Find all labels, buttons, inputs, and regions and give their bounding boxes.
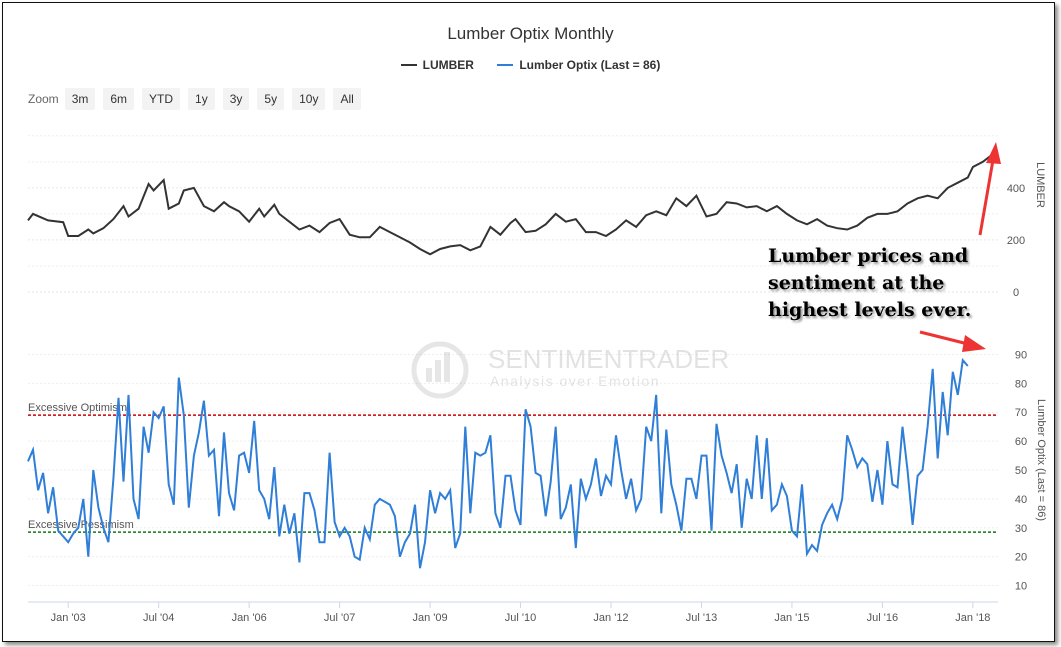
- optix-ytick-label: 60: [1015, 436, 1027, 448]
- annotation-arrows: [919, 142, 1001, 352]
- optix-ytick-label: 70: [1015, 407, 1027, 419]
- x-tick-label: Jul '16: [867, 612, 898, 624]
- annotation-line-3: highest levels ever.: [768, 299, 972, 321]
- optix-axis-title: Lumber Optix (Last = 86): [1035, 399, 1047, 521]
- optix-ytick-label: 80: [1015, 378, 1027, 390]
- annotation-line-1: Lumber prices and: [768, 245, 969, 267]
- optix-ytick-label: 20: [1015, 552, 1027, 564]
- gridlines: [28, 135, 998, 587]
- watermark-tagline: Analysis over Emotion: [490, 373, 660, 389]
- optix-ytick-label: 50: [1015, 465, 1027, 477]
- lumber-ytick-label: 400: [1007, 183, 1025, 195]
- watermark: SENTIMENTRADER Analysis over Emotion: [411, 341, 729, 399]
- zoom-button-all[interactable]: All: [333, 88, 361, 110]
- legend-swatch-lumber: [400, 64, 417, 66]
- zoom-button-6m[interactable]: 6m: [103, 88, 135, 110]
- zoom-button-ytd[interactable]: YTD: [142, 88, 181, 110]
- zoom-button-1y[interactable]: 1y: [188, 88, 215, 110]
- x-tick-label: Jul '10: [505, 612, 536, 624]
- x-tick-label: Jan '06: [232, 612, 267, 624]
- arrow-right-icon: [962, 335, 986, 352]
- arrow-up-icon: [986, 142, 1001, 164]
- legend-item-lumber[interactable]: LUMBER: [400, 58, 474, 72]
- watermark-name: SENTIMENTRADER: [488, 344, 729, 374]
- series-line-optix: [27, 357, 969, 569]
- x-tick-label: Jan '18: [955, 612, 990, 624]
- optimism-label: Excessive Optimism: [28, 402, 127, 414]
- zoom-button-3m[interactable]: 3m: [64, 88, 96, 110]
- annotation: Lumber prices and sentiment at the highe…: [768, 243, 971, 324]
- x-tick-label: Jul '07: [324, 612, 355, 624]
- watermark-logo-icon: [411, 341, 469, 399]
- x-tick-label: Jan '03: [51, 612, 86, 624]
- x-tick-label: Jan '09: [413, 612, 448, 624]
- axes: 0 200 400 10 20 30 40 50 60 70 80 90 Jan '03 Jul '04 J…: [28, 183, 1027, 624]
- x-tick-label: Jan '15: [774, 612, 809, 624]
- optix-ytick-label: 40: [1015, 494, 1027, 506]
- optix-ytick-label: 10: [1015, 581, 1027, 593]
- legend: LUMBER Lumber Optix (Last = 86): [0, 55, 1061, 72]
- lumber-ytick-label: 0: [1013, 287, 1019, 299]
- x-tick-label: Jul '04: [143, 612, 174, 624]
- legend-label-optix: Lumber Optix (Last = 86): [519, 58, 661, 72]
- zoom-button-3y[interactable]: 3y: [222, 88, 250, 110]
- optix-ytick-label: 90: [1015, 349, 1027, 361]
- annotation-line-2: sentiment at the: [768, 272, 945, 294]
- legend-item-optix[interactable]: Lumber Optix (Last = 86): [497, 58, 660, 72]
- zoom-label: Zoom: [28, 92, 59, 106]
- series-line-lumber: [27, 151, 999, 256]
- pessimism-label: Excessive Pessimism: [28, 519, 134, 531]
- sentiment-bands: Excessive Optimism Excessive Pessimism: [28, 402, 998, 533]
- chart-title: Lumber Optix Monthly: [447, 24, 614, 43]
- zoom-button-5y[interactable]: 5y: [257, 88, 285, 110]
- zoom-bar: Zoom 3m 6m YTD 1y 3y 5y 10y All: [28, 88, 369, 110]
- optix-ytick-label: 30: [1015, 523, 1027, 535]
- x-tick-label: Jan '12: [593, 612, 628, 624]
- lumber-axis-title: LUMBER: [1034, 162, 1046, 208]
- x-tick-label: Jul '13: [686, 612, 717, 624]
- lumber-ytick-label: 200: [1007, 235, 1025, 247]
- legend-swatch-optix: [497, 64, 514, 66]
- zoom-button-10y[interactable]: 10y: [292, 88, 326, 110]
- legend-label-lumber: LUMBER: [422, 58, 474, 72]
